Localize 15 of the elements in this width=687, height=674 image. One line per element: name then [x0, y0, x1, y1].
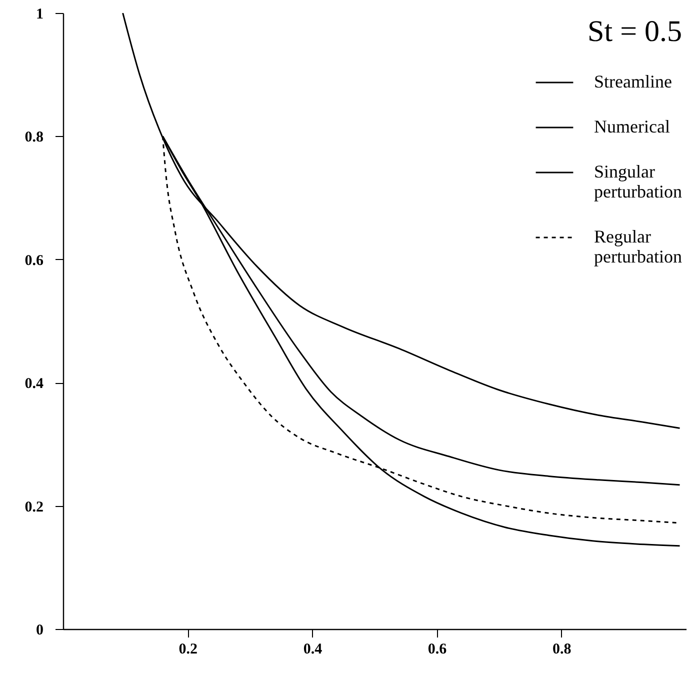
x-tick-label: 0.4	[303, 642, 323, 658]
y-tick-label: 0	[36, 622, 44, 638]
y-tick-label: 0.8	[24, 130, 44, 146]
y-tick-label: 0.2	[24, 499, 44, 516]
x-tick-label: 0.2	[178, 642, 198, 658]
legend-label: Regular perturbation	[594, 226, 682, 266]
legend-title: St = 0.5	[588, 15, 682, 48]
x-tick-label: 0.6	[428, 642, 448, 658]
legend-label: Singular perturbation	[594, 162, 682, 202]
legend-label: Numerical	[594, 116, 670, 136]
y-tick-label: 0.6	[24, 252, 44, 269]
x-tick-label: 0.8	[552, 642, 572, 658]
y-tick-label: 1	[36, 6, 44, 22]
legend-label: Streamline	[594, 72, 672, 92]
y-tick-label: 0.4	[24, 376, 44, 392]
